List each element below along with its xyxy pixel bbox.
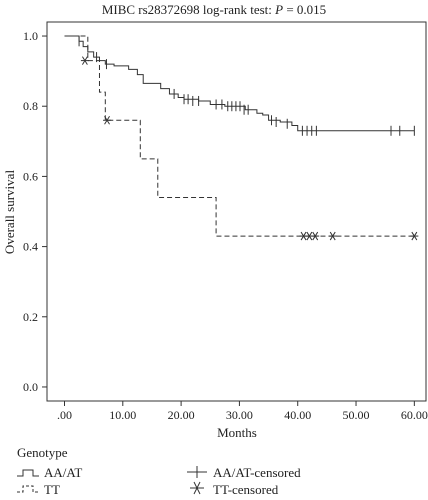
y-axis-label: Overall survival xyxy=(2,170,17,255)
legend-tt-censored-label: TT-censored xyxy=(213,482,279,497)
x-tick-label: .00 xyxy=(57,408,72,422)
censor-star-marker xyxy=(410,231,419,241)
legend-tt-line-icon xyxy=(17,485,39,493)
legend-star-marker-icon xyxy=(190,481,204,495)
series-line-tt xyxy=(64,35,415,237)
chart-title-p: P xyxy=(274,2,283,17)
legend-tt-label: TT xyxy=(44,482,60,497)
chart-title-rest: = 0.015 xyxy=(283,2,326,17)
y-tick-label: 0.2 xyxy=(23,310,38,324)
y-tick-label: 1.0 xyxy=(23,29,38,43)
legend-title: Genotype xyxy=(17,445,68,460)
censor-layer xyxy=(78,36,419,241)
legend-aa-at-censored-label: AA/AT-censored xyxy=(213,465,301,480)
y-tick-label: 0.8 xyxy=(23,99,38,113)
y-tick-label: 0.0 xyxy=(23,380,38,394)
x-tick-label: 40.00 xyxy=(284,408,311,422)
x-tick-label: 20.00 xyxy=(168,408,195,422)
x-tick-label: 50.00 xyxy=(343,408,370,422)
censor-star-marker xyxy=(80,56,89,65)
censor-star-marker xyxy=(103,115,112,125)
x-tick-label: 10.00 xyxy=(109,408,136,422)
x-axis-label: Months xyxy=(217,425,257,440)
legend-aa-at-line-icon xyxy=(17,469,39,477)
y-tick-label: 0.6 xyxy=(23,169,38,183)
plot-frame xyxy=(46,21,427,402)
legend-aa-at-label: AA/AT xyxy=(44,465,82,480)
censor-star-marker xyxy=(311,231,320,241)
y-axis: 0.0 0.2 0.4 0.6 0.8 1.0 xyxy=(23,29,47,394)
series-line-aa-at xyxy=(64,35,415,132)
x-tick-label: 30.00 xyxy=(226,408,253,422)
series-layer xyxy=(64,35,415,237)
censor-star-marker xyxy=(328,231,337,241)
chart-title-main: MIBC rs28372698 log-rank test: xyxy=(102,2,275,17)
legend-plus-marker-icon xyxy=(187,466,207,478)
y-tick-label: 0.4 xyxy=(23,240,38,254)
legend: Genotype AA/AT TT AA/AT-censored TT-cens… xyxy=(17,445,301,497)
chart-title: MIBC rs28372698 log-rank test: P = 0.015 xyxy=(102,2,326,17)
x-tick-label: 60.00 xyxy=(401,408,428,422)
x-axis: .00 10.00 20.00 30.00 40.00 50.00 60.00 xyxy=(57,401,428,422)
